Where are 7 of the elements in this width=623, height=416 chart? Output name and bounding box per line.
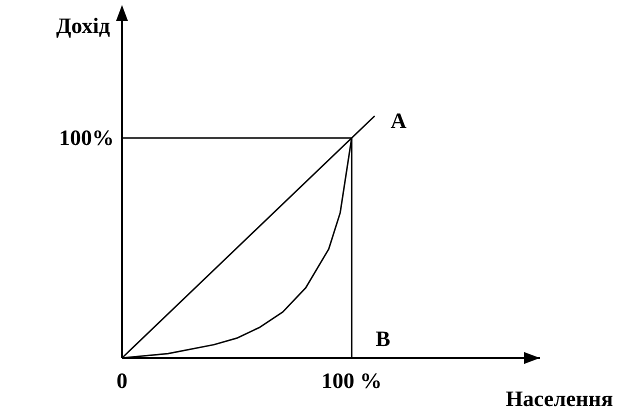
x-tick-label: 100 % — [321, 368, 382, 393]
y-axis-title: Дохід — [56, 13, 110, 38]
annotation: 100% — [59, 125, 114, 150]
annotation: A — [390, 108, 407, 133]
x-axis-title: Населення — [506, 386, 614, 411]
annotation: B — [376, 326, 391, 351]
x-tick-label: 0 — [116, 368, 128, 393]
